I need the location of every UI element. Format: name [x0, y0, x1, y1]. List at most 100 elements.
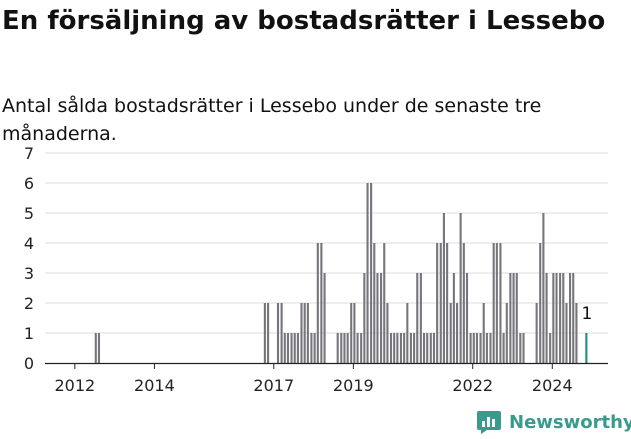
x-tick-label: 2022 [452, 376, 493, 395]
bar [479, 333, 482, 363]
x-tick-label: 2012 [54, 376, 95, 395]
y-tick-label: 1 [24, 324, 34, 343]
bar [482, 303, 485, 363]
bar [363, 273, 366, 363]
bar [370, 183, 373, 363]
bar [562, 273, 565, 363]
bar [280, 303, 283, 363]
bar [442, 213, 445, 363]
bar [575, 303, 578, 363]
bar [97, 333, 101, 363]
bar [505, 303, 508, 363]
bar [515, 273, 518, 363]
bar [416, 273, 419, 363]
axes [45, 362, 608, 369]
bar [509, 273, 512, 363]
labels: 0 1 2 3 4 5 6 7 2012 2014 2017 2019 2022 2024 1 [24, 144, 593, 395]
bar [393, 333, 396, 363]
bar [422, 333, 426, 363]
bar [336, 333, 339, 363]
bar [522, 333, 525, 363]
bar [383, 243, 386, 363]
bar [376, 273, 379, 363]
bar [346, 333, 349, 363]
bar [389, 333, 393, 363]
bar [542, 213, 545, 363]
bar-latest [585, 333, 588, 363]
bar [469, 333, 472, 363]
bar [502, 333, 505, 363]
bar [432, 333, 436, 363]
bar [472, 333, 475, 363]
bar [356, 333, 359, 363]
x-tick-label: 2019 [333, 376, 374, 395]
bar [565, 303, 568, 363]
bar [572, 273, 575, 363]
y-tick-label: 4 [24, 234, 34, 253]
x-tick-label: 2017 [253, 376, 294, 395]
y-tick-label: 2 [24, 294, 34, 313]
bar [436, 243, 439, 363]
bar [340, 333, 343, 363]
bar [320, 243, 323, 363]
bar [426, 333, 429, 363]
bar [489, 333, 492, 363]
bar [446, 243, 449, 363]
bar [350, 303, 353, 363]
bar [419, 273, 422, 363]
bar [403, 333, 406, 363]
y-tick-label: 5 [24, 204, 34, 223]
bar [512, 273, 515, 363]
bar [406, 303, 409, 363]
chart-subtitle: Antal sålda bostadsrätter i Lessebo unde… [2, 95, 542, 145]
bar [296, 333, 299, 363]
bar [569, 273, 572, 363]
bar [539, 243, 542, 363]
bar [283, 333, 286, 363]
bar [462, 243, 465, 363]
last-value-label: 1 [582, 304, 593, 324]
bar [360, 333, 363, 363]
bar [429, 333, 432, 363]
bar [545, 273, 548, 363]
bar [386, 303, 389, 363]
bar [555, 273, 558, 363]
bar [439, 243, 442, 363]
bar [373, 243, 376, 363]
bar [313, 333, 316, 363]
brand-name: Newsworthy [509, 411, 631, 433]
bars [94, 183, 588, 363]
bar [535, 303, 538, 363]
y-tick-label: 3 [24, 264, 34, 283]
bar [366, 183, 369, 363]
grid-lines [45, 152, 608, 334]
bar [495, 243, 498, 363]
bar [485, 333, 488, 363]
x-tick-label: 2014 [134, 376, 175, 395]
chart-title: En försäljning av bostadsrätter i Lesseb… [2, 6, 606, 36]
bar [310, 333, 313, 363]
bar [353, 303, 356, 363]
bar [399, 333, 403, 363]
bar [323, 273, 326, 363]
bar [293, 333, 296, 363]
bar [276, 303, 280, 363]
bar [286, 333, 290, 363]
bar [396, 333, 399, 363]
bar [413, 333, 416, 363]
bar [316, 243, 319, 363]
bar [459, 213, 462, 363]
bar [452, 273, 455, 363]
bar [519, 333, 522, 363]
bar [492, 243, 495, 363]
bar [549, 333, 552, 363]
bar [94, 333, 97, 363]
bar [380, 273, 383, 363]
x-tick-label: 2024 [532, 376, 573, 395]
bar [303, 303, 306, 363]
bar [409, 333, 412, 363]
bar [475, 333, 479, 363]
brand: Newsworthy [476, 407, 631, 437]
bar [300, 303, 303, 363]
